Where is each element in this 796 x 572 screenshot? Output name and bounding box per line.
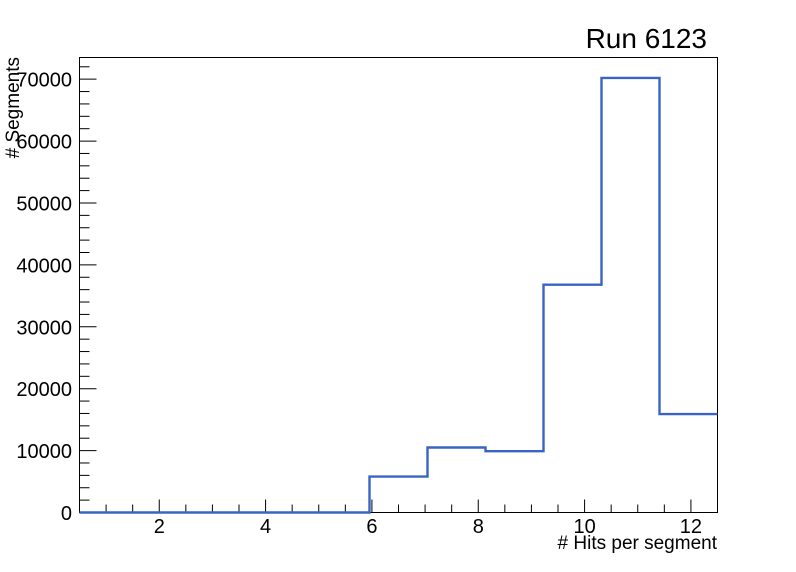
plot-frame [79,57,718,513]
y-tick-label: 60000 [16,132,72,154]
x-tick-label: 8 [473,516,484,538]
x-tick-label: 6 [366,516,377,538]
y-tick-label: 20000 [16,379,72,401]
y-tick-label: 0 [61,503,72,525]
y-tick-label: 30000 [16,317,72,339]
x-tick-label: 10 [573,516,595,538]
histogram-line [79,76,718,514]
x-tick-label: 4 [260,516,271,538]
x-tick-label: 12 [680,516,702,538]
y-tick-label: 40000 [16,255,72,277]
x-axis-title: # Hits per segment [557,533,717,554]
y-tick-label: 10000 [16,441,72,463]
x-tick-label: 2 [154,516,165,538]
y-axis-title: # Segments [3,57,24,159]
y-tick-label: 50000 [16,193,72,215]
plot-title: Run 6123 [585,23,707,54]
y-tick-label: 70000 [16,70,72,92]
